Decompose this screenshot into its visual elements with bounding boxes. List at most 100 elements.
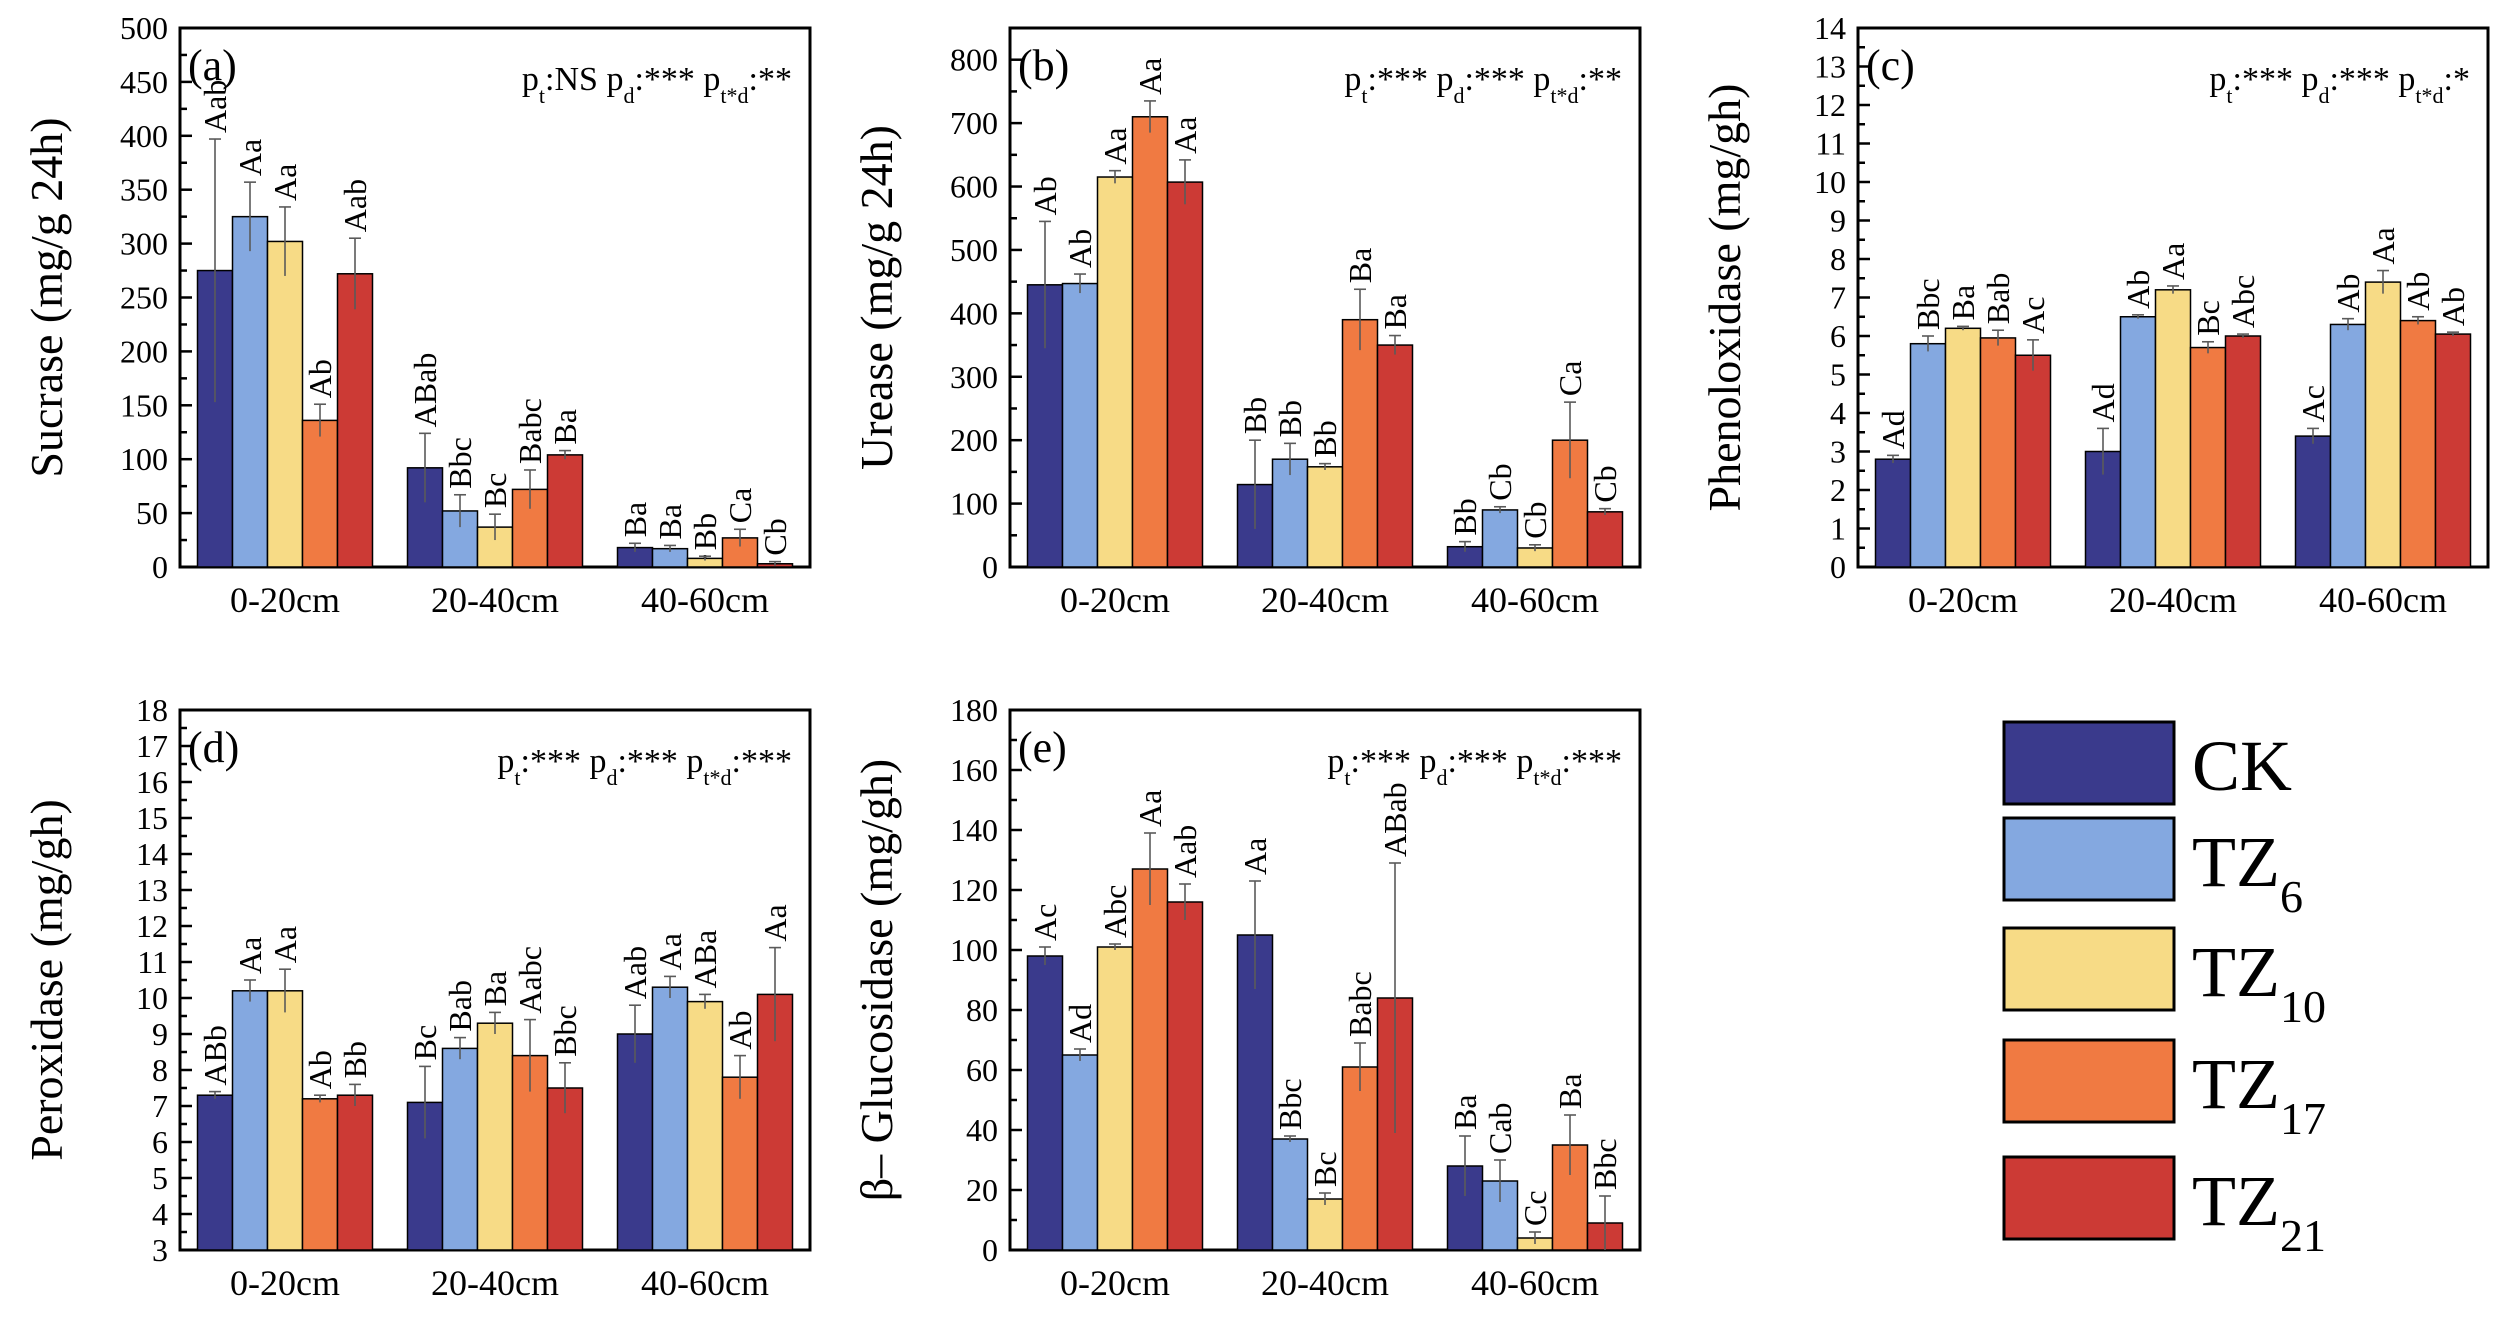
stats-text: p xyxy=(522,61,539,98)
x-tick-label: 20-40cm xyxy=(431,1263,559,1303)
bar-tz17 xyxy=(2399,319,2437,568)
significance-label: Bc xyxy=(477,473,513,509)
stats-text: :*** xyxy=(1562,743,1622,780)
significance-label: Aab xyxy=(1167,825,1203,878)
stats-text: :*** p xyxy=(2233,61,2319,98)
panel-label: (b) xyxy=(1018,41,1069,90)
bar-tz6 xyxy=(1271,1138,1309,1251)
significance-label: Aa xyxy=(1132,58,1168,95)
y-tick-label: 300 xyxy=(950,359,998,395)
stats-annotation: pt:*** pd:*** pt*d:*** xyxy=(497,743,792,790)
y-tick-label: 3 xyxy=(152,1232,168,1268)
stats-text: :*** p xyxy=(617,743,703,780)
bar-tz10 xyxy=(266,990,304,1251)
bar-tz6 xyxy=(231,215,269,568)
bar-tz10 xyxy=(2364,281,2402,568)
bar-tz10 xyxy=(2154,289,2192,568)
legend-swatch xyxy=(2002,926,2176,1012)
y-tick-label: 200 xyxy=(950,422,998,458)
legend-swatch xyxy=(2002,1038,2176,1124)
stats-subscript: d xyxy=(1453,83,1464,108)
y-axis-label: Phenoloxidase (mg/gh) xyxy=(1699,84,1750,512)
bar-tz17 xyxy=(1341,318,1379,568)
y-tick-label: 0 xyxy=(982,1232,998,1268)
significance-label: Ab xyxy=(2400,272,2436,311)
legend-label-text: TZ xyxy=(2192,1161,2280,1241)
x-tick-label: 20-40cm xyxy=(1261,1263,1389,1303)
significance-label: Bb xyxy=(337,1041,373,1078)
bar-tz6 xyxy=(1271,458,1309,568)
significance-label: Bbc xyxy=(1910,278,1946,330)
bar-tz6 xyxy=(1481,509,1519,568)
bar-tz21 xyxy=(336,1094,374,1251)
significance-label: Cc xyxy=(1517,1190,1553,1226)
significance-label: Aa xyxy=(267,926,303,963)
bar-tz17 xyxy=(1341,1066,1379,1251)
stats-text: :** xyxy=(749,61,792,98)
y-tick-label: 450 xyxy=(120,64,168,100)
bar-tz17 xyxy=(1131,116,1169,568)
y-tick-label: 400 xyxy=(950,295,998,331)
significance-label: Bbc xyxy=(1272,1078,1308,1130)
legend-item-tz6: TZ6 xyxy=(2002,816,2303,922)
x-tick-label: 0-20cm xyxy=(230,1263,340,1303)
significance-label: Aa xyxy=(232,139,268,176)
bar-tz10 xyxy=(266,240,304,568)
bar-tz6 xyxy=(1061,282,1099,568)
bar-tz21 xyxy=(546,1087,584,1251)
significance-label: Aa xyxy=(1237,838,1273,875)
y-tick-label: 3 xyxy=(1830,434,1846,470)
bar-tz6 xyxy=(1061,1054,1099,1251)
stats-text: p xyxy=(2209,61,2226,98)
significance-label: ABab xyxy=(407,353,443,428)
significance-label: Aa xyxy=(1167,117,1203,154)
y-tick-label: 100 xyxy=(950,486,998,522)
bar-tz21 xyxy=(2224,335,2262,568)
significance-label: Bb xyxy=(1447,498,1483,535)
y-tick-label: 180 xyxy=(950,692,998,728)
bar-tz21 xyxy=(1166,901,1204,1251)
bar-ck xyxy=(1026,955,1064,1251)
y-tick-label: 14 xyxy=(1814,10,1846,46)
x-tick-label: 40-60cm xyxy=(2319,580,2447,620)
y-tick-label: 350 xyxy=(120,172,168,208)
y-tick-label: 160 xyxy=(950,752,998,788)
stats-text: p xyxy=(497,743,514,780)
stats-subscript: t xyxy=(1361,83,1367,108)
bar-tz21 xyxy=(1376,344,1414,568)
significance-label: Bc xyxy=(1307,1151,1343,1187)
significance-label: Ab xyxy=(302,359,338,398)
significance-label: Ac xyxy=(2015,297,2051,334)
y-tick-label: 300 xyxy=(120,226,168,262)
y-tick-label: 7 xyxy=(152,1088,168,1124)
significance-label: Aa xyxy=(2365,227,2401,264)
stats-text: p xyxy=(1327,743,1344,780)
significance-label: Bb xyxy=(1237,397,1273,434)
y-tick-label: 700 xyxy=(950,105,998,141)
significance-label: Bc xyxy=(407,1025,443,1061)
bar-tz17 xyxy=(1979,337,2017,568)
y-tick-label: 6 xyxy=(152,1124,168,1160)
significance-label: Aa xyxy=(232,937,268,974)
bar-tz17 xyxy=(1131,868,1169,1251)
stats-text: :*** p xyxy=(1447,743,1533,780)
bar-tz21 xyxy=(2434,333,2472,568)
stats-subscript: d xyxy=(2318,83,2329,108)
bar-tz21 xyxy=(2014,354,2052,568)
y-tick-label: 100 xyxy=(950,932,998,968)
panel-label: (d) xyxy=(188,723,239,772)
y-tick-label: 11 xyxy=(1815,126,1846,162)
legend-item-tz10: TZ10 xyxy=(2002,926,2326,1032)
chart-panel-1: 0 50 100 150 200 250 300 350 400 450 500 Sucrase (m… xyxy=(21,10,812,620)
stats-annotation: pt:*** pd:*** pt*d:*** xyxy=(1327,743,1622,790)
y-tick-label: 9 xyxy=(152,1016,168,1052)
legend-swatch xyxy=(2002,1155,2176,1241)
bar-tz10 xyxy=(1944,327,1982,568)
y-tick-label: 16 xyxy=(136,764,168,800)
y-tick-label: 0 xyxy=(982,549,998,585)
significance-label: Bab xyxy=(442,980,478,1032)
y-tick-label: 8 xyxy=(152,1052,168,1088)
